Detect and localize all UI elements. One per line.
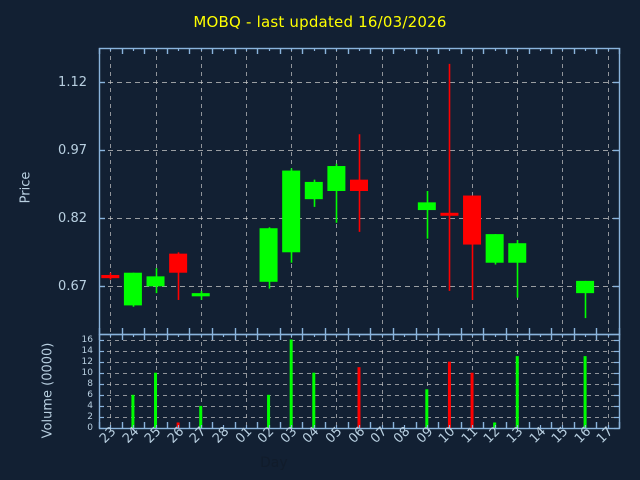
volume-tick-0: 16 [81,334,93,345]
price-tick-3: 0.67 [58,278,87,294]
volume-tick-2: 12 [81,356,93,367]
volume-tick-4: 8 [87,378,93,389]
volume-tick-8: 0 [87,422,93,433]
price-tick-1: 0.97 [58,142,87,158]
chart-title: MOBQ - last updated 16/03/2026 [193,13,447,31]
volume-tick-1: 14 [81,345,93,356]
volume-tick-6: 4 [87,400,93,411]
price-tick-2: 0.82 [58,210,87,226]
price-tick-0: 1.12 [58,74,87,90]
volume-tick-5: 6 [87,389,93,400]
x-axis-label: Day [260,455,288,471]
volume-tick-7: 2 [87,411,93,422]
volume-tick-3: 10 [81,367,93,378]
